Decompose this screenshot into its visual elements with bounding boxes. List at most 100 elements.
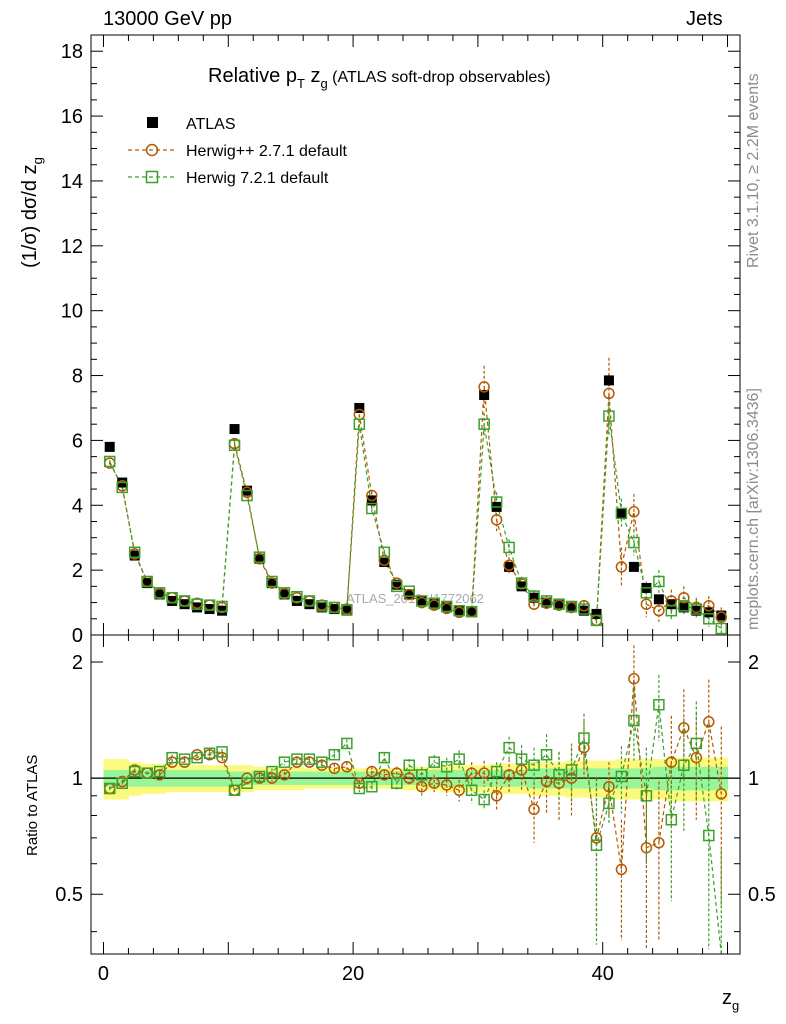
herwigpp-ratio-point (653, 836, 665, 849)
herwig7-ratio-point (341, 737, 353, 750)
herwig7-ratio-point (640, 790, 653, 802)
herwig7-ratio-point (291, 753, 303, 765)
atlas-point (291, 595, 302, 606)
atlas-point (628, 561, 639, 572)
herwigpp-ratio-point (378, 769, 391, 781)
main-y-tick-label: 14 (61, 171, 83, 193)
herwig7-ratio-point (528, 759, 540, 771)
main-y-tick-label: 4 (72, 495, 83, 517)
herwig7-ratio-point (153, 765, 166, 778)
herwig7-point (465, 605, 478, 618)
herwig7-ratio-point (565, 764, 578, 776)
atlas-point (653, 594, 664, 605)
herwigpp-point (503, 559, 515, 572)
ratio-y-tick-label: 1 (72, 768, 83, 790)
herwigpp-ratio-point (690, 751, 703, 764)
herwig7-point (166, 591, 178, 604)
ratio-uncertainty-bands (103, 757, 729, 802)
herwigpp-point (715, 611, 728, 623)
herwigpp-point (366, 489, 378, 502)
herwig7-point (515, 577, 528, 589)
herwig7-point (228, 439, 241, 452)
atlas-point (541, 597, 552, 608)
herwig7-point (278, 587, 291, 599)
herwig7-point (141, 575, 153, 588)
herwig7-ratio-point (228, 784, 241, 797)
herwig7-ratio-point (391, 777, 403, 789)
main-y-tick-label: 0 (72, 625, 83, 647)
herwig7-point (153, 587, 166, 599)
herwig7-ratio-point (453, 753, 465, 765)
herwig7-ratio-point (303, 753, 316, 765)
herwig7-point (241, 489, 253, 502)
herwigpp-ratio-point (553, 777, 565, 789)
atlas-point (616, 508, 627, 519)
herwigpp-point (628, 506, 640, 518)
title-subscript-t: T (297, 76, 305, 91)
herwigpp-ratio-point (266, 772, 278, 784)
legend-marker-herwig7 (145, 170, 159, 184)
herwig7-point (690, 603, 703, 615)
herwigpp-point (703, 600, 715, 612)
herwigpp-ratio-point (628, 672, 640, 685)
herwig7-point (103, 455, 116, 468)
atlas-point (104, 441, 115, 452)
herwig7-point (628, 536, 640, 549)
herwig7-ratio-point (678, 759, 690, 771)
atlas-point (504, 561, 515, 572)
ratio-y-tick-label-right: 2 (748, 652, 759, 674)
herwig7-ratio-point (366, 780, 378, 793)
atlas-point (254, 553, 265, 564)
atlas-point (354, 402, 365, 413)
atlas-point (391, 579, 402, 590)
atlas-point (129, 550, 140, 561)
herwig7-point (316, 600, 328, 612)
atlas-point (479, 390, 490, 400)
herwig7-ratio-point (328, 748, 341, 761)
main-y-tick-label: 16 (61, 106, 83, 128)
herwigpp-ratio-point (415, 780, 428, 793)
herwig7-ratio-point (515, 753, 528, 765)
main-markers (103, 375, 728, 635)
atlas-point (204, 604, 215, 615)
herwig7-point (440, 600, 453, 613)
herwig7-point (116, 481, 128, 494)
herwigpp-ratio-point (453, 784, 465, 797)
herwig7-point (503, 541, 515, 554)
herwig7-ratio-point (178, 753, 191, 765)
legend: ATLAS Herwig++ 2.7.1 default Herwig 7.2.… (128, 116, 348, 187)
herwig7-ratio-point (266, 765, 278, 778)
herwigpp-ratio-point (465, 767, 478, 779)
atlas-point (142, 578, 153, 589)
atlas-point (279, 589, 290, 600)
atlas-point (154, 589, 165, 600)
herwig7-ratio-point (465, 784, 478, 797)
title-subscript-g: g (320, 76, 327, 91)
legend-label-herwig7: Herwig 7.2.1 default (186, 170, 329, 187)
herwigpp-ratio-point (640, 841, 653, 854)
herwigpp-ratio-point (428, 777, 440, 789)
atlas-point (192, 602, 203, 613)
herwig7-ratio-point (353, 782, 366, 795)
main-line-herwig7 (109, 416, 722, 629)
atlas-point (591, 608, 602, 619)
herwig7-point (565, 600, 578, 613)
herwig7-point (216, 600, 228, 613)
herwig7-point (303, 595, 316, 607)
herwigpp-ratio-point (565, 772, 578, 784)
herwig7-ratio-point (216, 746, 228, 758)
herwigpp-point (640, 598, 653, 610)
main-y-tick-label: 8 (72, 366, 83, 388)
herwig7-ratio-point (103, 782, 116, 795)
herwig7-ratio-point (440, 761, 453, 773)
herwig7-point (578, 603, 590, 615)
herwig7-ratio-point (203, 747, 216, 760)
herwig7-point (715, 622, 728, 635)
atlas-point (429, 599, 440, 610)
herwig7-point (191, 598, 203, 610)
herwig7-point (640, 587, 653, 599)
herwig7-ratio-point (128, 765, 141, 778)
herwigpp-point (528, 598, 540, 610)
header-left-label: 13000 GeV pp (103, 8, 232, 30)
ratio-line-herwig7 (109, 704, 722, 955)
